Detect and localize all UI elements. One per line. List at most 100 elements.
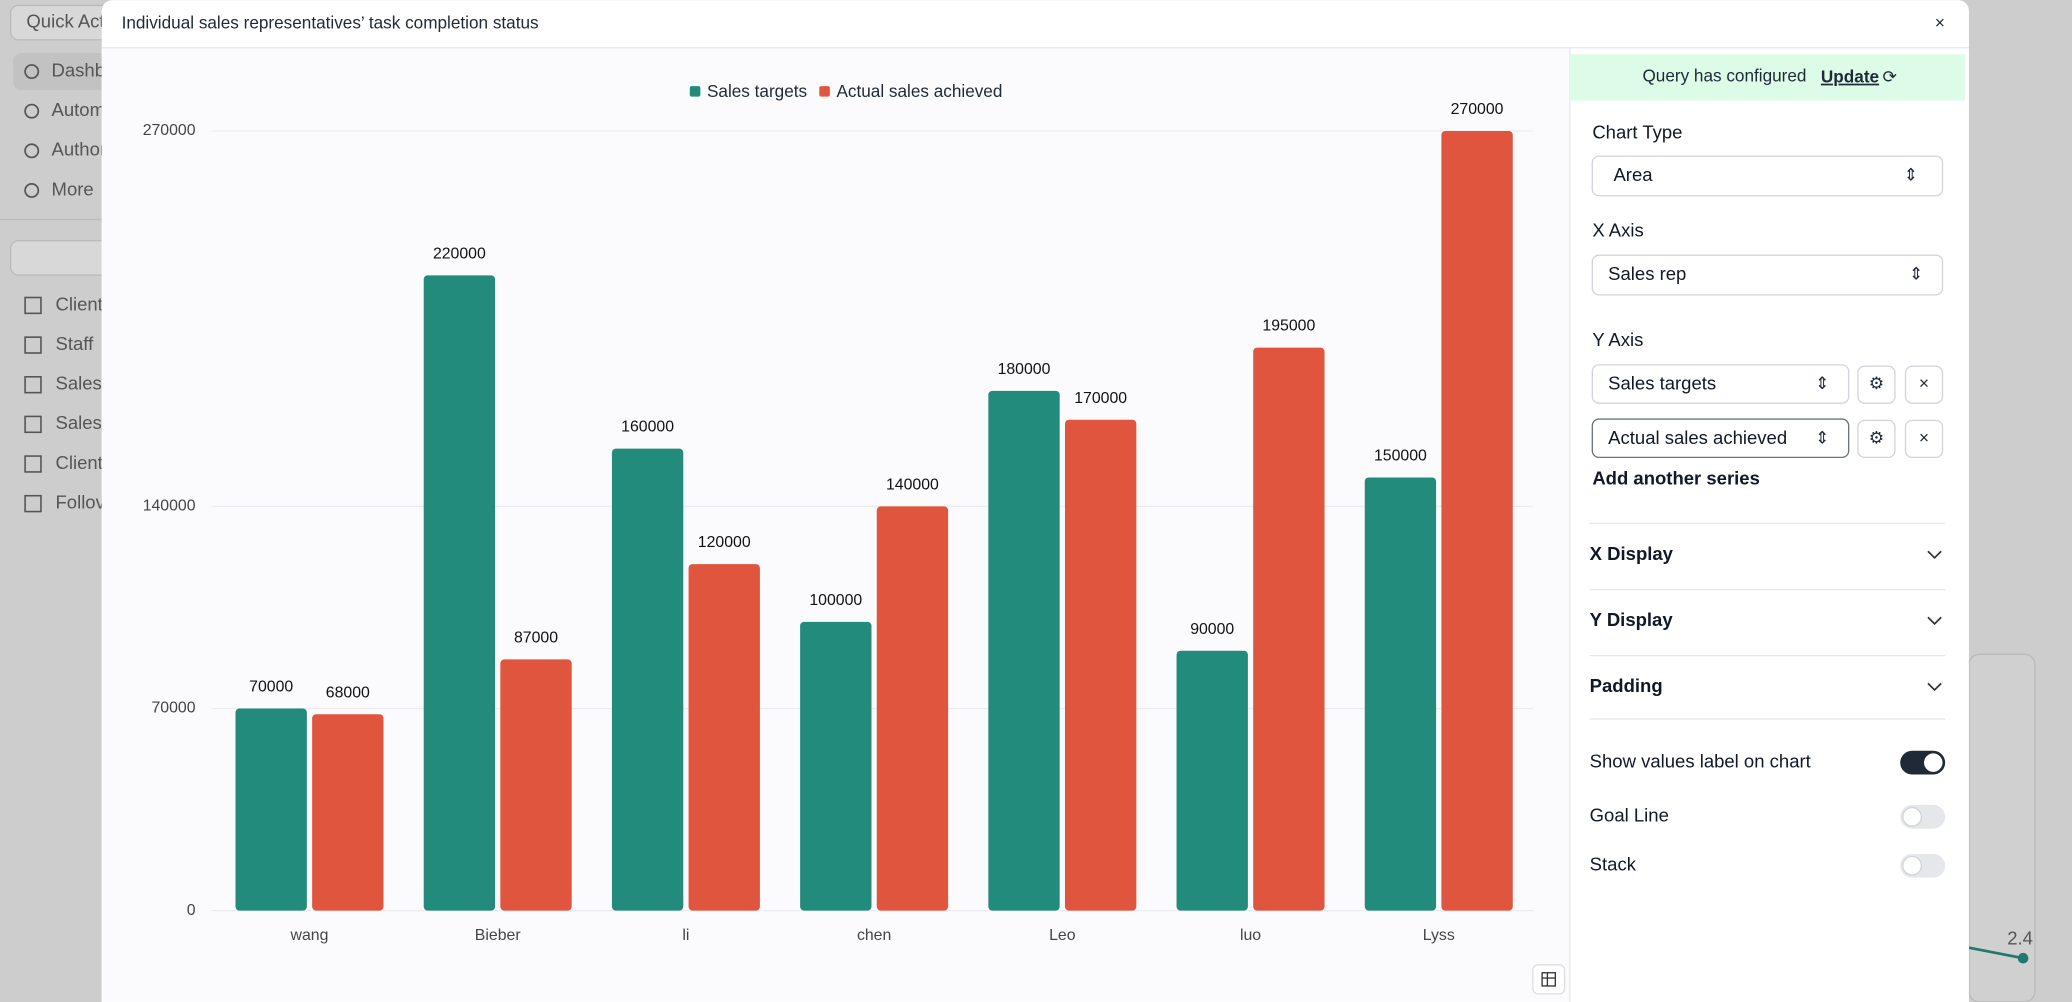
remove-button[interactable]: [1904, 419, 1944, 459]
field-label: Y Axis: [1592, 329, 1643, 350]
table-item: Follov: [56, 492, 106, 513]
value-label: 87000: [514, 629, 558, 646]
x-tick-label: luo: [1240, 927, 1261, 944]
value-label: 150000: [1374, 448, 1427, 465]
bar: [1064, 419, 1137, 911]
y-tick-label: 70000: [152, 700, 196, 717]
select[interactable]: [1591, 364, 1850, 404]
x-tick-label: wang: [290, 927, 329, 944]
table-item: Staff: [56, 333, 95, 354]
select-value: Actual sales achieved: [1608, 427, 1787, 448]
button-icon: ⚙: [1869, 373, 1884, 393]
bar: [312, 714, 384, 911]
bg-annotation: 2.4: [2007, 928, 2033, 949]
value-label: 90000: [1190, 621, 1234, 638]
y-tick-label: 0: [187, 902, 196, 919]
section-header[interactable]: Padding: [1590, 675, 1663, 696]
table-toggle[interactable]: [1532, 964, 1566, 995]
value-label: 180000: [998, 361, 1051, 378]
select-value: Area: [1613, 164, 1653, 185]
select-caret: ⇕: [1815, 427, 1829, 447]
section-header[interactable]: Y Display: [1590, 609, 1674, 630]
add-series[interactable]: Add another series: [1592, 468, 1760, 489]
nav-item: Dashb: [52, 59, 105, 80]
section-header[interactable]: X Display: [1590, 543, 1674, 564]
field-label: X Axis: [1592, 219, 1643, 240]
bar: [500, 659, 572, 911]
select[interactable]: [1591, 254, 1944, 296]
bar: [800, 621, 872, 911]
legend-label[interactable]: Actual sales achieved: [836, 81, 1002, 101]
table-icon: [24, 375, 42, 394]
legend-label[interactable]: Sales targets: [707, 81, 807, 101]
value-label: 68000: [326, 684, 370, 701]
toggle-label: Goal Line: [1590, 805, 1669, 826]
nav-icon: [24, 182, 40, 198]
table-icon: [1541, 972, 1556, 987]
value-label: 160000: [621, 419, 674, 436]
x-tick-label: Bieber: [475, 927, 522, 944]
bar: [1253, 347, 1325, 911]
nav-active: [13, 53, 106, 91]
x-tick-label: li: [682, 927, 689, 944]
bar: [235, 708, 307, 911]
remove-button[interactable]: [1904, 365, 1944, 404]
bar: [1441, 131, 1513, 911]
toggle-knob: [1902, 855, 1923, 876]
select-caret: ⇕: [1815, 373, 1829, 393]
table-icon: [24, 415, 42, 434]
button-icon: ⚙: [1869, 427, 1884, 447]
value-label: 170000: [1074, 390, 1127, 407]
legend-swatch: [689, 86, 701, 97]
select-caret: ⇕: [1904, 164, 1918, 184]
settings-button[interactable]: [1857, 419, 1896, 459]
y-tick-label: 270000: [143, 122, 196, 139]
nav-item: Author: [52, 139, 107, 160]
bar: [611, 448, 684, 911]
nav-item: More: [52, 178, 94, 199]
select-caret: ⇕: [1909, 264, 1923, 284]
bar: [876, 506, 949, 911]
chevron: [1927, 682, 1942, 692]
table-item: Sales: [56, 412, 102, 433]
close-button[interactable]: ×: [1935, 12, 1945, 32]
update-link[interactable]: Update: [1821, 67, 1879, 87]
table-item: Sales: [56, 373, 102, 394]
banner-text: Query has configured: [1642, 65, 1806, 85]
table-item: Client: [56, 293, 103, 314]
toggle-knob: [1902, 806, 1923, 827]
bg-line: [1968, 946, 2024, 960]
table-item: Client: [56, 452, 103, 473]
nav-icon: [24, 64, 40, 80]
bar: [988, 390, 1060, 911]
nav-icon: [24, 143, 40, 159]
filter-box: [9, 240, 117, 276]
chevron: [1927, 616, 1942, 626]
value-label: 195000: [1262, 318, 1315, 335]
table-icon: [24, 336, 42, 354]
nav-icon: [24, 103, 40, 119]
settings-button[interactable]: [1857, 365, 1896, 404]
bar: [423, 275, 496, 911]
refresh-icon[interactable]: ⟳: [1882, 67, 1896, 87]
bar: [1176, 650, 1248, 911]
select[interactable]: [1591, 418, 1850, 459]
value-label: 270000: [1451, 101, 1504, 118]
value-label: 220000: [433, 245, 486, 262]
value-label: 140000: [886, 476, 939, 493]
x-tick-label: chen: [857, 927, 891, 944]
table-icon: [24, 296, 42, 315]
value-label: 120000: [698, 534, 751, 551]
button-icon: ×: [1919, 427, 1929, 447]
banner: [1569, 54, 1965, 101]
search-placeholder: Quick Act: [26, 11, 104, 32]
value-label: 70000: [249, 679, 293, 696]
table-icon: [24, 494, 42, 513]
toggle-label: Stack: [1590, 854, 1637, 875]
x-tick-label: Lyss: [1423, 927, 1455, 944]
select-value: Sales targets: [1608, 373, 1716, 394]
select[interactable]: [1591, 155, 1944, 197]
x-tick-label: Leo: [1049, 927, 1076, 944]
